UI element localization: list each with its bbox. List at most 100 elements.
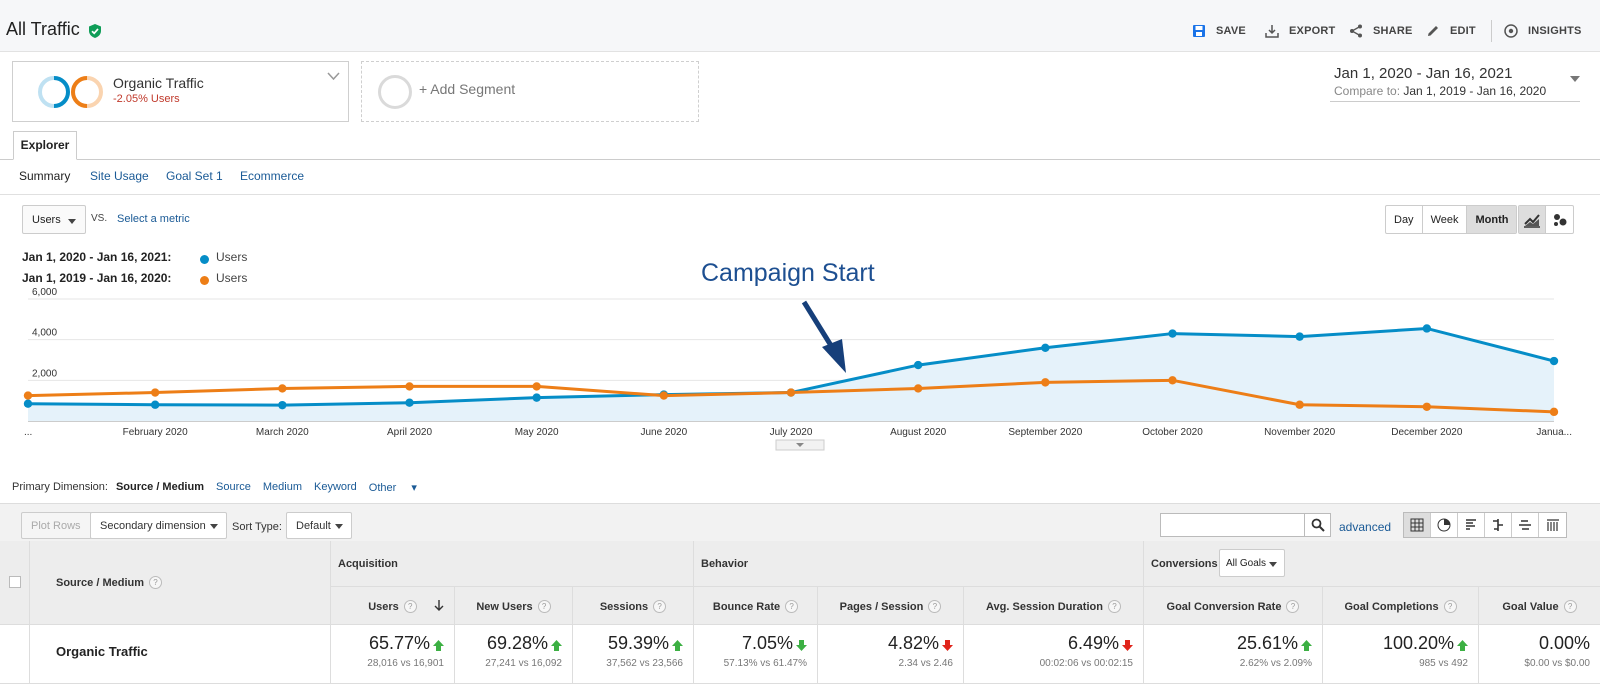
view-pie-button[interactable] xyxy=(1431,513,1458,537)
data-point[interactable] xyxy=(278,400,287,410)
line-chart-button[interactable] xyxy=(1519,206,1546,233)
chevron-down-icon[interactable] xyxy=(327,72,340,81)
data-point[interactable] xyxy=(1549,356,1559,366)
help-icon[interactable]: ? xyxy=(537,600,551,613)
data-point[interactable] xyxy=(1168,329,1177,338)
help-icon[interactable]: ? xyxy=(1443,600,1457,613)
granularity-week[interactable]: Week xyxy=(1423,206,1468,233)
subtab-ecommerce[interactable]: Ecommerce xyxy=(240,169,305,183)
comparison-values: 985 vs 492 xyxy=(1419,658,1468,669)
data-point[interactable] xyxy=(532,393,541,402)
data-point[interactable] xyxy=(913,360,923,370)
column-header-new-users[interactable]: New Users? xyxy=(455,587,573,625)
segment-name: Organic Traffic xyxy=(113,75,204,91)
data-point[interactable] xyxy=(405,398,414,407)
tab-explorer[interactable]: Explorer xyxy=(13,131,77,160)
export-button[interactable]: EXPORT xyxy=(1264,22,1335,40)
subtab-goal-set-1[interactable]: Goal Set 1 xyxy=(166,169,223,183)
search-button[interactable] xyxy=(1304,514,1330,536)
view-term-cloud-button[interactable] xyxy=(1512,513,1539,537)
sort-descending-arrow-icon[interactable] xyxy=(434,599,444,612)
view-comparison-button[interactable] xyxy=(1485,513,1512,537)
column-header-label-wrap: Goal Conversion Rate? xyxy=(1144,600,1322,613)
save-button[interactable]: SAVE xyxy=(1191,22,1246,40)
subtab-summary[interactable]: Summary xyxy=(19,169,71,183)
chart-collapse-handle[interactable] xyxy=(775,439,825,451)
column-header-label-wrap: Goal Value? xyxy=(1479,600,1600,613)
add-segment-button[interactable]: + Add Segment xyxy=(361,61,699,122)
view-table-button[interactable] xyxy=(1404,513,1431,537)
report-header: All Traffic SAVE EXPORT SHARE EDIT INSIG… xyxy=(0,0,1600,52)
data-point[interactable] xyxy=(1295,400,1304,409)
view-pivot-button[interactable] xyxy=(1539,513,1566,537)
data-table: Source / Medium? Acquisition Behavior Co… xyxy=(0,541,1600,684)
metric-select[interactable]: Users xyxy=(22,205,86,234)
data-point[interactable] xyxy=(786,388,796,397)
share-button[interactable]: SHARE xyxy=(1348,22,1413,40)
edit-button[interactable]: EDIT xyxy=(1425,22,1476,40)
advanced-filter-link[interactable]: advanced xyxy=(1339,520,1392,534)
data-point[interactable] xyxy=(405,382,414,391)
data-point[interactable] xyxy=(1041,343,1050,352)
column-header-goal-value[interactable]: Goal Value? xyxy=(1479,587,1600,625)
conversions-label: Conversions xyxy=(1151,558,1218,570)
motion-chart-button[interactable] xyxy=(1546,206,1573,233)
help-icon[interactable]: ? xyxy=(785,600,799,613)
help-icon[interactable]: ? xyxy=(1286,600,1300,613)
granularity-month[interactable]: Month xyxy=(1467,206,1517,233)
date-range-picker[interactable]: Jan 1, 2020 - Jan 16, 2021 Compare to: J… xyxy=(1330,62,1580,102)
data-point[interactable] xyxy=(1549,407,1559,417)
column-header-goal-completions[interactable]: Goal Completions? xyxy=(1323,587,1479,625)
column-header-sessions[interactable]: Sessions? xyxy=(573,587,694,625)
table-search-input[interactable] xyxy=(1160,513,1331,537)
data-point[interactable] xyxy=(1422,324,1432,333)
dimension-header[interactable]: Source / Medium? xyxy=(56,576,163,589)
column-header-goal-conversion-rate[interactable]: Goal Conversion Rate? xyxy=(1144,587,1323,625)
dimension-medium[interactable]: Medium xyxy=(262,481,302,493)
dimension-source-medium[interactable]: Source / Medium xyxy=(115,481,204,493)
dimension-keyword[interactable]: Keyword xyxy=(313,481,357,493)
column-header-label-wrap: Goal Completions? xyxy=(1323,600,1478,613)
select-metric-link[interactable]: Select a metric xyxy=(117,213,190,225)
dimension-other[interactable]: Other ▾ xyxy=(368,482,417,494)
trend-down-arrow-icon xyxy=(1122,640,1133,651)
comparison-icon xyxy=(1493,519,1503,531)
data-point[interactable] xyxy=(1295,332,1304,341)
column-header-bounce-rate[interactable]: Bounce Rate? xyxy=(694,587,818,625)
data-point[interactable] xyxy=(913,384,923,393)
edit-pencil-icon xyxy=(1428,26,1438,36)
column-header-label-wrap: Pages / Session? xyxy=(818,600,963,613)
sort-type-select[interactable]: Default xyxy=(286,512,352,539)
view-bar-button[interactable] xyxy=(1458,513,1485,537)
help-icon[interactable]: ? xyxy=(1107,600,1121,613)
select-all-checkbox[interactable] xyxy=(9,576,21,588)
help-icon[interactable]: ? xyxy=(1563,600,1577,613)
add-segment-ring-icon xyxy=(378,75,412,109)
help-icon[interactable]: ? xyxy=(403,600,417,613)
help-icon[interactable]: ? xyxy=(149,576,163,589)
comparison-values: $0.00 vs $0.00 xyxy=(1524,658,1590,669)
segment-organic-traffic[interactable]: Organic Traffic -2.05% Users xyxy=(12,61,349,122)
dimension-source[interactable]: Source xyxy=(216,481,251,493)
data-point[interactable] xyxy=(532,382,541,391)
data-point[interactable] xyxy=(1422,402,1432,411)
data-point[interactable] xyxy=(23,391,33,400)
data-point[interactable] xyxy=(1041,378,1050,387)
data-point[interactable] xyxy=(150,400,160,409)
help-icon[interactable]: ? xyxy=(653,600,667,613)
plot-rows-button[interactable]: Plot Rows xyxy=(21,512,92,539)
data-point[interactable] xyxy=(659,391,669,400)
goals-select[interactable]: All Goals xyxy=(1219,549,1285,577)
column-header-users[interactable]: Users? xyxy=(331,587,455,625)
secondary-dimension-select[interactable]: Secondary dimension xyxy=(90,512,227,539)
insights-button[interactable]: INSIGHTS xyxy=(1503,22,1582,40)
column-header-avg-session-duration[interactable]: Avg. Session Duration? xyxy=(964,587,1144,625)
column-header-pages-per-session[interactable]: Pages / Session? xyxy=(818,587,964,625)
data-point[interactable] xyxy=(150,388,160,397)
help-icon[interactable]: ? xyxy=(928,600,942,613)
data-point[interactable] xyxy=(1168,376,1177,385)
data-point[interactable] xyxy=(278,384,287,393)
data-point[interactable] xyxy=(23,399,33,408)
granularity-day[interactable]: Day xyxy=(1386,206,1423,233)
subtab-site-usage[interactable]: Site Usage xyxy=(90,169,149,183)
